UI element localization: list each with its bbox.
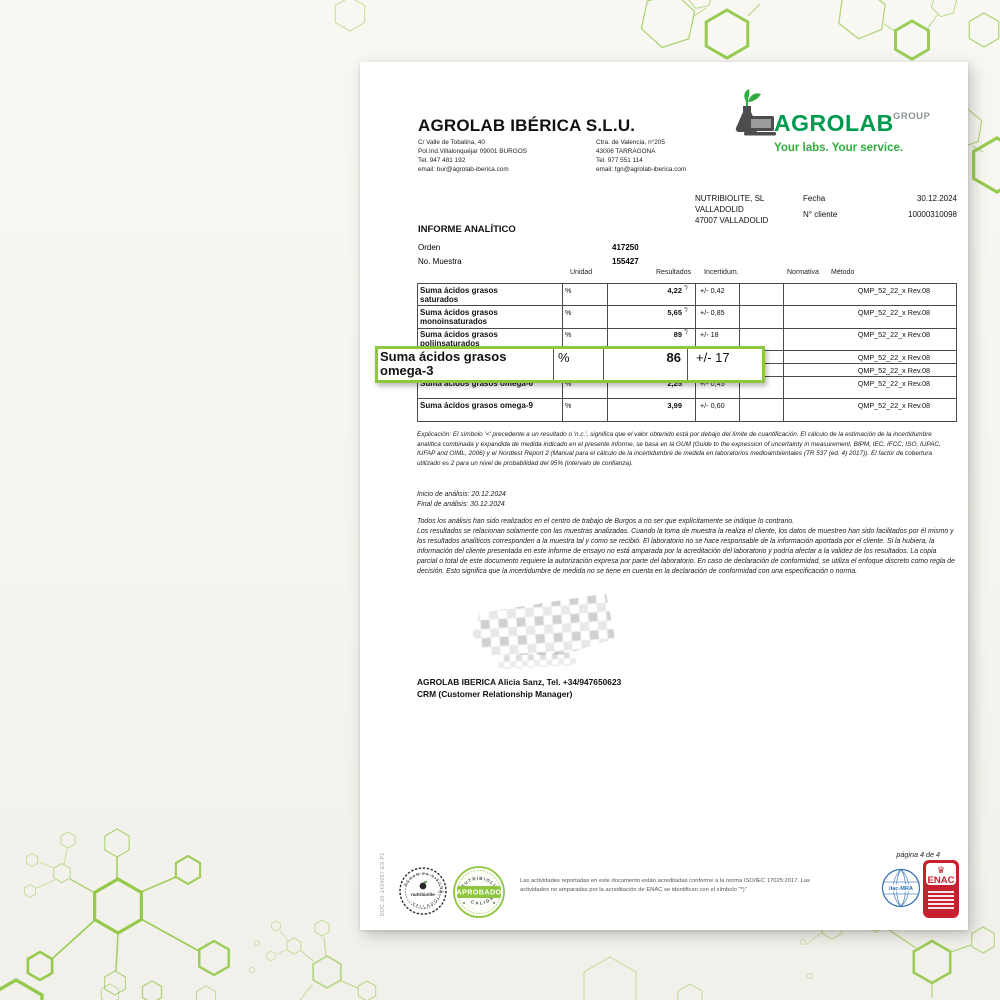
page-number: página 4 de 4 [896, 850, 940, 859]
numero-cliente-label: N° cliente [803, 210, 838, 219]
contact-block: AGROLAB IBERICA Alicia Sanz, Tel. +34/94… [417, 676, 621, 700]
muestra-value: 155427 [612, 257, 639, 266]
svg-text:nutribiolite: nutribiolite [411, 892, 435, 897]
fecha-value: 30.12.2024 [916, 194, 957, 203]
highlight-param: Suma ácidos grasos omega-3 [378, 349, 554, 380]
ilac-mra-logo: ilac-MRA [881, 868, 921, 908]
client-block: NUTRIBIOLITE, SL VALLADOLID 47007 VALLAD… [695, 193, 768, 226]
contact-person: AGROLAB IBERICA Alicia Sanz, Tel. +34/94… [417, 677, 622, 687]
table-row: Suma ácidos grasos saturados % 4,22 *) +/… [418, 284, 956, 307]
orden-value: 417250 [612, 243, 639, 252]
contact-role: CRM (Customer Relationship Manager) [417, 689, 573, 700]
accreditation-note: Las actividades reportadas en este docum… [520, 878, 811, 893]
pixelated-signature-tail [497, 651, 577, 670]
client-city: VALLADOLID [695, 205, 744, 215]
disclaimer-paragraph: Todos los análisis han sido realizados e… [417, 518, 955, 575]
highlight-incertidumbre: +/- 17 [696, 350, 730, 365]
client-zip: 47007 VALLADOLID [695, 216, 769, 226]
hexagon-molecules-bottom-left [0, 800, 420, 1000]
client-name: NUTRIBIOLITE, SL [695, 194, 765, 203]
header-metodo: Método [831, 269, 855, 276]
explanation-note: Explicación: El símbolo '<' precedente a… [417, 431, 941, 467]
document-code: DOC-20-1434067-ES-P1 [380, 852, 386, 916]
report-page: AGROLAB IBÉRICA S.L.U. C/ Valle de Tobal… [360, 62, 968, 930]
highlight-unidad: % [554, 349, 604, 380]
report-title: INFORME ANALÍTICO [418, 224, 516, 235]
svg-text:ENAC: ENAC [928, 875, 955, 886]
header-incertidumbre: Incertidum. [704, 269, 739, 276]
fecha-label: Fecha [803, 194, 826, 203]
pixelated-signature [470, 593, 616, 661]
address-burgos: C/ Valle de Tobalina, 40 Pol.Ind.Villalo… [418, 139, 527, 173]
table-row: Suma ácidos grasos omega-9 % 3,99 +/- 0,… [418, 399, 956, 422]
highlighted-omega3-row[interactable]: Suma ácidos grasos omega-3 % 86 +/- 17 [375, 346, 765, 383]
company-name: AGROLAB IBÉRICA S.L.U. [418, 116, 636, 135]
header-unidad: Unidad [570, 269, 593, 276]
analysis-end: Final de análisis: 30.12.2024 [417, 501, 505, 508]
svg-text:♛: ♛ [937, 866, 945, 876]
table-row: Suma ácidos grasos monoinsaturados % 5,6… [418, 306, 956, 329]
muestra-label: No. Muestra [418, 257, 462, 266]
analysis-start: Inicio de análisis: 20.12.2024 [417, 491, 506, 498]
analysis-dates: Inicio de análisis: 20.12.2024 Final de … [417, 490, 957, 510]
header-resultados: Resultados [656, 269, 692, 276]
enac-logo: ♛ ENAC [923, 860, 959, 918]
agrolab-logo-group: GROUP [893, 111, 931, 122]
highlight-resultado: 86 [604, 349, 688, 380]
reception-stamp: BESAN 24.SIEGRAFA VALLADOLID nutribiolit… [398, 866, 447, 915]
company-addresses: C/ Valle de Tobalina, 40 Pol.Ind.Villalo… [418, 139, 742, 175]
agrolab-flask-plant-icon [735, 89, 776, 136]
numero-cliente-value: 10000310098 [908, 210, 957, 219]
svg-text:ilac-MRA: ilac-MRA [889, 886, 913, 892]
agrolab-logo-text: AGROLAB [774, 110, 894, 136]
header-normativa: Normativa [787, 269, 819, 276]
aprobado-stamp: NUTRIBIOLITE CALIDAD APROBADO [453, 866, 505, 918]
agrolab-tagline: Your labs. Your service. [774, 142, 904, 154]
orden-label: Orden [418, 243, 441, 252]
svg-text:APROBADO: APROBADO [456, 888, 501, 897]
address-tarragona: Ctra. de Valencia, n°205 43006 TARRAGONA… [596, 139, 687, 173]
